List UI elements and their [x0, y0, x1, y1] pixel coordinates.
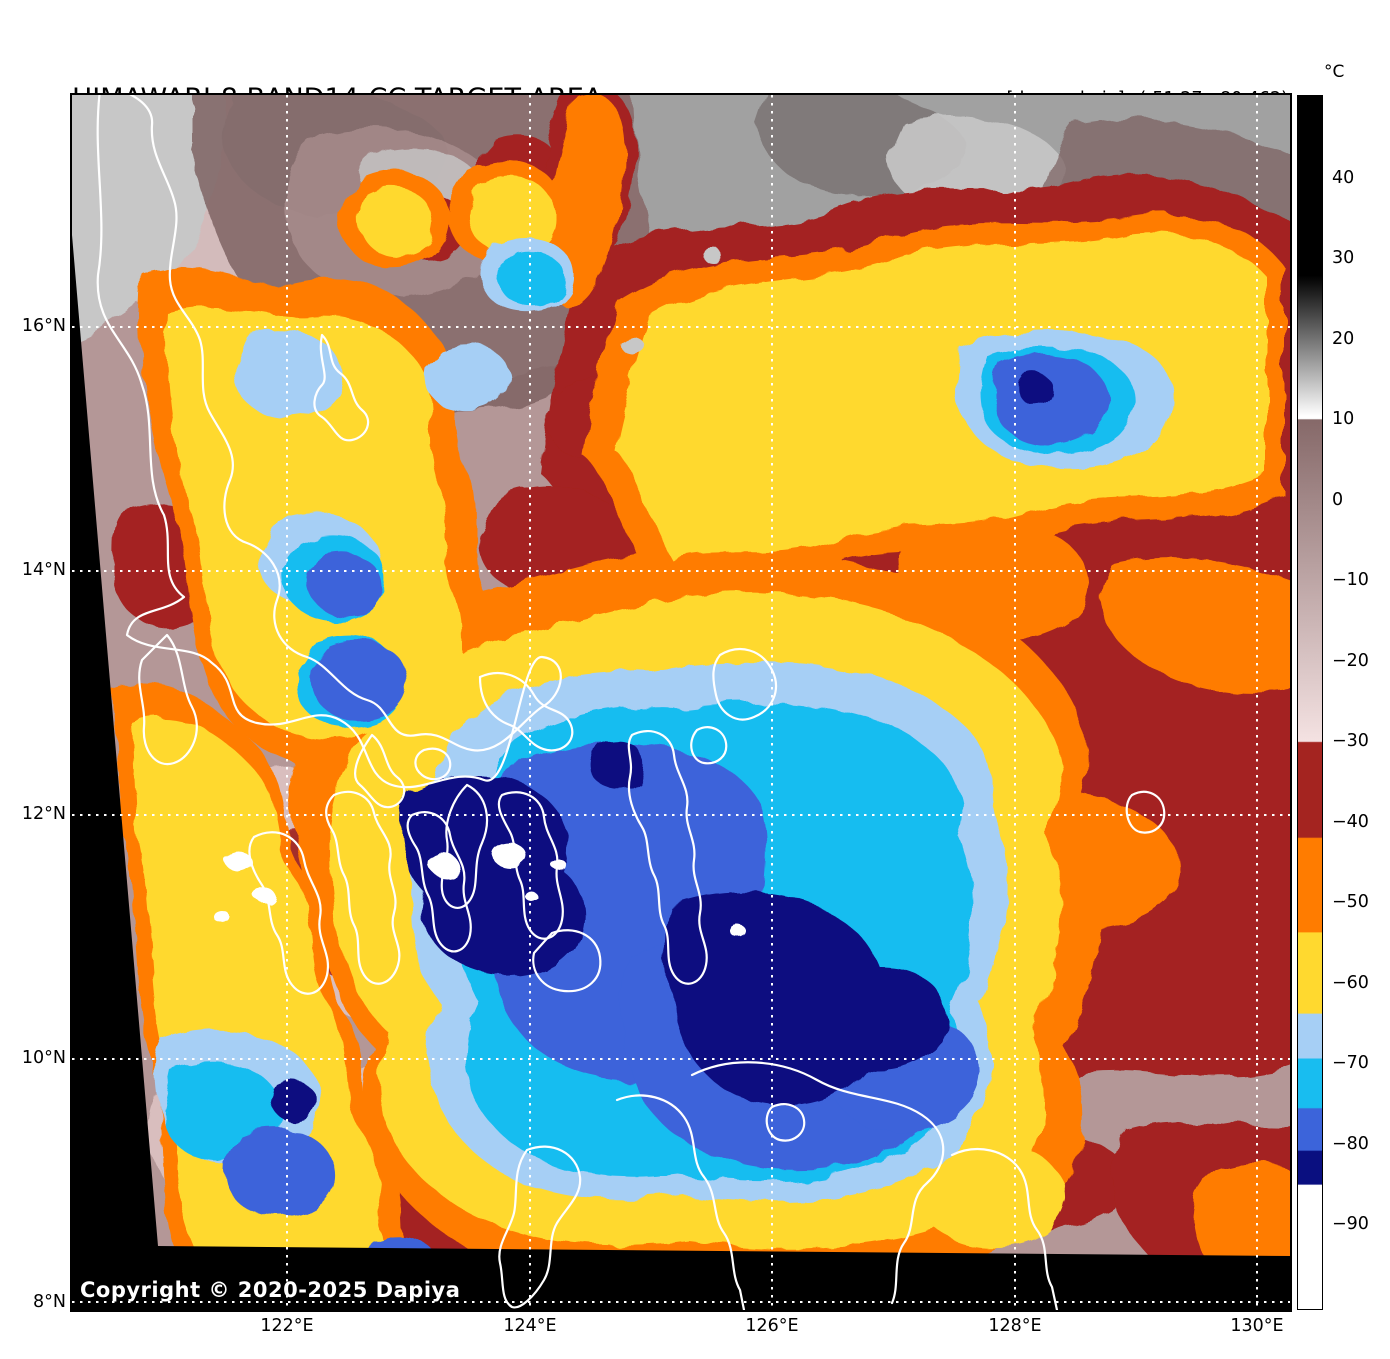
lon-tick-label: 130°E: [1230, 1316, 1284, 1336]
colorbar: [1297, 95, 1323, 1310]
lon-tick-label: 126°E: [745, 1316, 799, 1336]
ir-image-canvas: [72, 95, 1290, 1310]
colorbar-tick: 10: [1332, 409, 1355, 429]
lon-tick-label: 122°E: [260, 1316, 314, 1336]
colorbar-tick: −80: [1332, 1134, 1369, 1154]
lat-tick-label: 8°N: [33, 1292, 66, 1312]
colorbar-tick: −90: [1332, 1214, 1369, 1234]
lon-tick-label: 124°E: [503, 1316, 557, 1336]
gridlines: [72, 95, 1290, 1310]
lat-tick-label: 14°N: [21, 560, 66, 580]
lon-tick-label: 128°E: [988, 1316, 1042, 1336]
copyright-notice: Copyright © 2020-2025 Dapiya: [80, 1278, 461, 1302]
colorbar-tick: 30: [1332, 248, 1355, 268]
colorbar-tick: 20: [1332, 329, 1355, 349]
data-swath: [72, 95, 1290, 1256]
satellite-ir-map: Copyright © 2020-2025 Dapiya: [70, 93, 1292, 1312]
lat-tick-label: 10°N: [21, 1048, 66, 1068]
colorbar-tick: −40: [1332, 812, 1369, 832]
colorbar-tick: −70: [1332, 1053, 1369, 1073]
colorbar-tick: −10: [1332, 570, 1369, 590]
colorbar-tick: 0: [1332, 490, 1344, 510]
colorbar-unit: °C: [1324, 62, 1345, 82]
coastlines: [96, 95, 1166, 1310]
colorbar-tick: −30: [1332, 731, 1369, 751]
lat-tick-label: 16°N: [21, 316, 66, 336]
colorbar-tick: −50: [1332, 892, 1369, 912]
lat-tick-label: 12°N: [21, 804, 66, 824]
colorbar-tick: 40: [1332, 168, 1355, 188]
colorbar-tick: −20: [1332, 651, 1369, 671]
colorbar-tick: −60: [1332, 973, 1369, 993]
